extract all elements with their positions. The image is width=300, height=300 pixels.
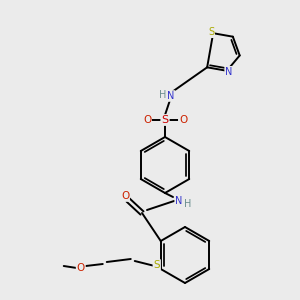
Text: H: H xyxy=(159,90,167,100)
Text: O: O xyxy=(143,115,151,125)
Text: O: O xyxy=(76,263,85,273)
Text: O: O xyxy=(121,191,129,201)
Text: S: S xyxy=(208,27,214,37)
Text: O: O xyxy=(179,115,187,125)
Text: N: N xyxy=(167,91,175,101)
Text: H: H xyxy=(184,199,192,209)
Text: S: S xyxy=(161,115,169,125)
Text: N: N xyxy=(225,67,233,77)
Text: S: S xyxy=(153,260,160,270)
Text: N: N xyxy=(175,196,183,206)
